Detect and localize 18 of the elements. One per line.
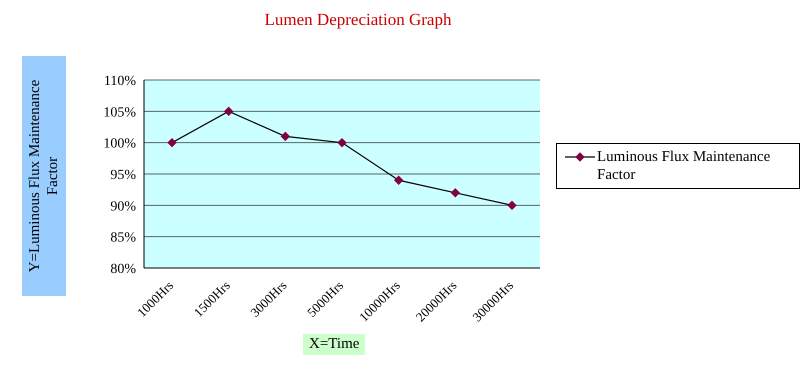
point: [394, 176, 404, 185]
chart-title: Lumen Depreciation Graph: [264, 10, 452, 30]
y-tick-label: 105%: [103, 105, 136, 120]
point: [168, 138, 176, 148]
y-axis-title: Y=Luminous Flux Maintenance Factor: [26, 78, 62, 274]
y-tick-label: 100%: [103, 136, 136, 152]
point: [338, 138, 346, 148]
y-tick-label: 110%: [104, 74, 136, 89]
point: [450, 188, 460, 198]
y-tick-label: 80%: [110, 262, 136, 277]
y-tick-label: 85%: [110, 230, 136, 246]
x-axis-title: X=Time: [303, 334, 366, 355]
legend-label: Luminous Flux Maintenance Factor: [597, 148, 772, 184]
point: [224, 106, 234, 116]
y-tick-label: 95%: [110, 168, 136, 183]
y-tick-label: 90%: [110, 199, 136, 214]
point: [508, 200, 516, 210]
point: [280, 132, 290, 141]
